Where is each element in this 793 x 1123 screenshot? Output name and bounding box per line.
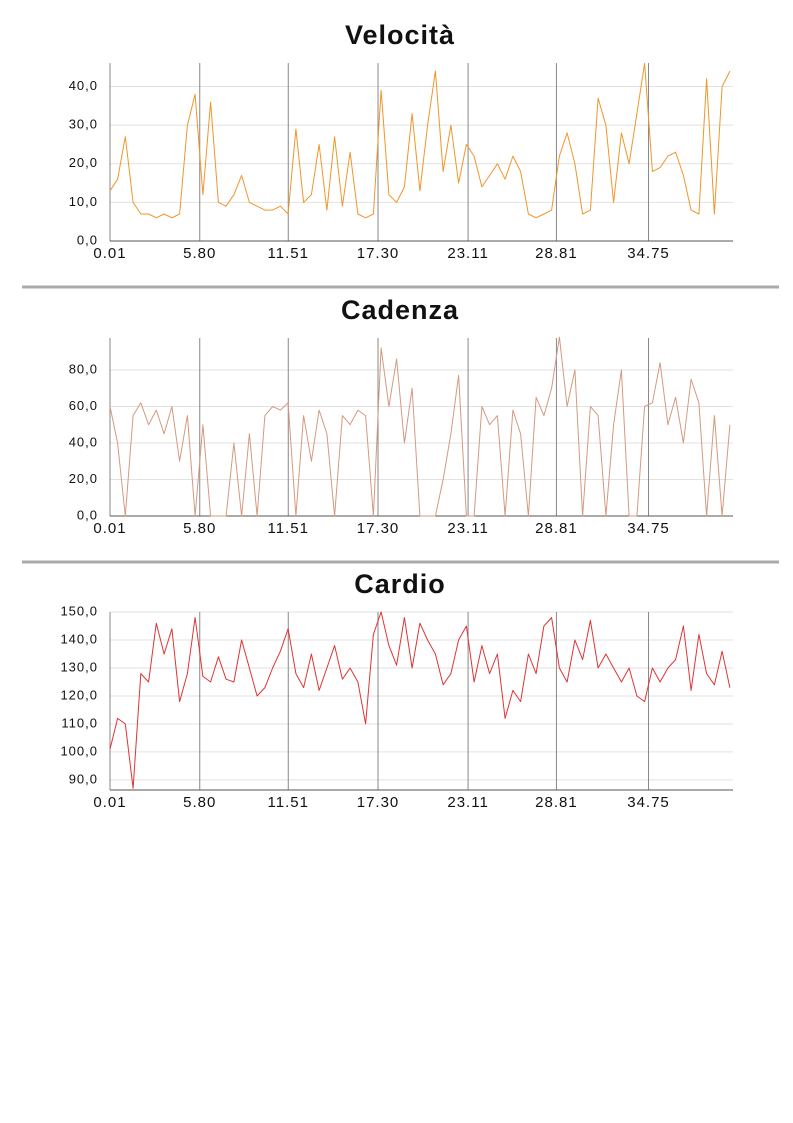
x-tick-label: 11.51 [268, 520, 309, 537]
x-tick-label: 5.80 [183, 794, 216, 811]
x-tick-label: 0.01 [93, 520, 126, 537]
y-tick-label: 0,0 [77, 507, 98, 522]
x-tick-label: 28.81 [535, 245, 578, 262]
x-tick-label: 34.75 [627, 245, 670, 262]
x-tick-label: 11.51 [268, 794, 309, 811]
chart-title: Cadenza [341, 295, 459, 325]
x-tick-label: 23.11 [447, 794, 488, 811]
y-tick-label: 20,0 [69, 155, 98, 170]
y-tick-label: 10,0 [69, 194, 98, 209]
x-tick-label: 0.01 [93, 794, 126, 811]
data-line [109, 62, 731, 219]
x-tick-label: 23.11 [447, 245, 488, 262]
x-tick-label: 23.11 [447, 520, 488, 537]
chart-title: Cardio [354, 569, 446, 599]
x-tick-label: 34.75 [627, 520, 670, 537]
y-tick-label: 150,0 [60, 603, 98, 618]
y-tick-label: 130,0 [60, 659, 98, 674]
chart-title: Velocità [345, 20, 455, 50]
y-tick-label: 140,0 [60, 631, 98, 646]
x-tick-label: 28.81 [535, 794, 578, 811]
y-tick-label: 80,0 [69, 361, 98, 376]
y-tick-label: 60,0 [69, 398, 98, 413]
x-tick-label: 5.80 [183, 520, 216, 537]
data-line [109, 611, 731, 789]
y-tick-label: 30,0 [69, 117, 98, 132]
x-tick-label: 34.75 [627, 794, 670, 811]
y-tick-label: 0,0 [77, 232, 98, 247]
x-tick-label: 17.30 [357, 794, 400, 811]
y-tick-label: 100,0 [60, 743, 98, 758]
x-tick-label: 5.80 [183, 245, 216, 262]
x-tick-label: 11.51 [268, 245, 309, 262]
data-line [109, 336, 731, 517]
x-tick-label: 28.81 [535, 520, 578, 537]
y-tick-label: 40,0 [69, 434, 98, 449]
x-tick-label: 17.30 [357, 520, 400, 537]
y-tick-label: 40,0 [69, 78, 98, 93]
x-tick-label: 0.01 [93, 245, 126, 262]
y-tick-label: 110,0 [61, 715, 98, 730]
y-tick-label: 20,0 [69, 471, 98, 486]
x-tick-label: 17.30 [357, 245, 400, 262]
y-tick-label: 90,0 [69, 771, 98, 786]
y-tick-label: 120,0 [60, 687, 98, 702]
